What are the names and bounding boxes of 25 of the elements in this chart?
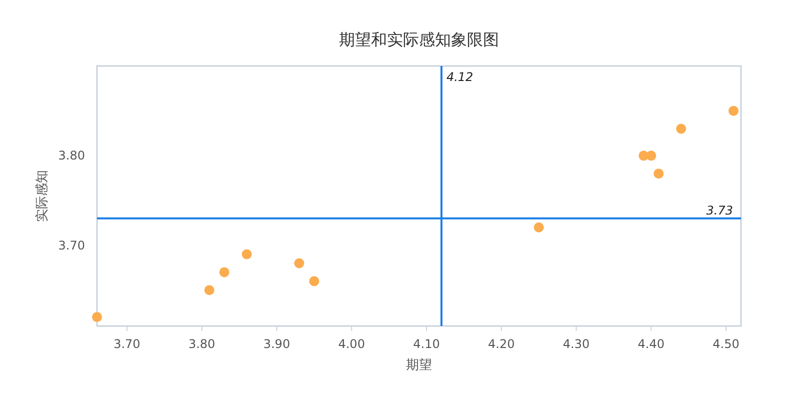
point bbox=[294, 258, 304, 268]
point bbox=[92, 312, 102, 322]
point bbox=[534, 222, 544, 232]
point bbox=[676, 124, 686, 134]
ref-line-label: 3.73 bbox=[706, 203, 733, 218]
x-tick-label: 3.80 bbox=[188, 337, 216, 351]
x-tick-label: 4.20 bbox=[488, 337, 515, 351]
chart-title: 期望和实际感知象限图 bbox=[339, 30, 499, 49]
x-tick-label: 3.90 bbox=[263, 337, 290, 351]
ref-line-label: 4.12 bbox=[446, 70, 474, 84]
point bbox=[219, 267, 230, 278]
x-tick-label: 3.70 bbox=[114, 337, 140, 351]
point bbox=[242, 249, 252, 260]
x-tick-label: 4.10 bbox=[413, 337, 440, 351]
x-tick-label: 4.30 bbox=[562, 337, 590, 351]
y-axis-title: 实际感知 bbox=[35, 170, 50, 222]
point bbox=[309, 276, 320, 286]
point bbox=[728, 106, 739, 116]
point bbox=[654, 168, 664, 179]
x-tick-label: 4.00 bbox=[338, 337, 365, 351]
point bbox=[204, 285, 214, 296]
x-tick-label: 4.40 bbox=[638, 337, 664, 351]
x-axis-title: 期望 bbox=[406, 358, 432, 373]
x-tick-label: 4.50 bbox=[712, 337, 740, 351]
point bbox=[646, 150, 656, 161]
